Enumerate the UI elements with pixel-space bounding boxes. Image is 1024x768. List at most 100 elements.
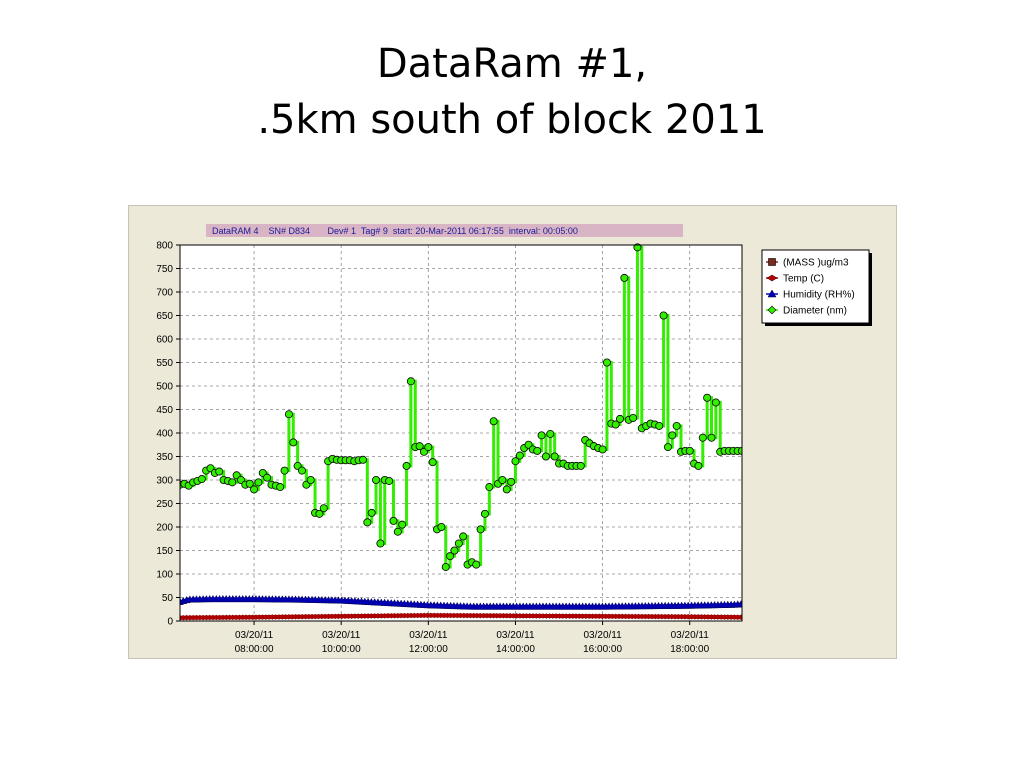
data-point (280, 466, 289, 475)
data-point (454, 539, 463, 548)
x-tick-time: 08:00:00 (235, 644, 274, 655)
series-group (180, 243, 742, 621)
data-point (685, 446, 694, 455)
data-point (602, 358, 611, 367)
legend-label: Diameter (nm) (783, 306, 847, 317)
legend-label: (MASS )ug/m3 (783, 258, 849, 269)
data-point (450, 546, 459, 555)
data-point (550, 452, 559, 461)
data-point (616, 414, 625, 423)
data-point (694, 461, 703, 470)
data-point (576, 461, 585, 470)
data-point (629, 413, 638, 422)
data-point (485, 483, 494, 492)
data-point (276, 483, 285, 492)
data-point (254, 478, 263, 487)
y-tick-label: 300 (156, 476, 173, 487)
data-point (319, 504, 328, 513)
x-tick-time: 16:00:00 (583, 644, 622, 655)
data-point (289, 438, 298, 447)
data-point (402, 461, 411, 470)
x-tick-date: 03/20/11 (671, 630, 710, 641)
data-point (358, 455, 367, 464)
y-tick-label: 650 (156, 311, 173, 322)
data-point (703, 393, 712, 402)
data-point (428, 458, 437, 467)
data-point (502, 485, 511, 494)
x-tick-time: 12:00:00 (409, 644, 448, 655)
data-point (306, 475, 315, 484)
data-point (197, 475, 206, 484)
data-point (737, 614, 742, 620)
x-tick-date: 03/20/11 (322, 630, 361, 641)
legend-label: Humidity (RH%) (783, 290, 855, 301)
data-point (363, 518, 372, 527)
plot-frame (179, 244, 743, 622)
data-point (406, 377, 415, 386)
data-point (537, 431, 546, 440)
slide-title: DataRam #1, .5km south of block 2011 (0, 36, 1024, 148)
data-point (611, 420, 620, 429)
y-tick-label: 600 (156, 335, 173, 346)
data-point (480, 509, 489, 518)
data-point (738, 446, 742, 455)
x-tick-date: 03/20/11 (583, 630, 622, 641)
data-point (533, 446, 542, 455)
data-point (250, 485, 259, 494)
data-point (711, 398, 720, 407)
chart-panel: DataRAM 4 SN# D834 Dev# 1 Tag# 9 start: … (128, 205, 897, 659)
data-point (511, 457, 520, 466)
data-point (472, 560, 481, 569)
data-point (663, 443, 672, 452)
axes-group: 8007507006506005505004504003503002502001… (156, 241, 743, 655)
x-tick-time: 10:00:00 (322, 644, 361, 655)
data-point (245, 479, 254, 488)
y-tick-label: 450 (156, 405, 173, 416)
legend-marker-arrow (766, 274, 778, 282)
chart-header-text: DataRAM 4 SN# D834 Dev# 1 Tag# 9 start: … (212, 226, 578, 236)
plot-group (179, 243, 743, 622)
data-point (546, 429, 555, 438)
legend-label: Temp (C) (783, 274, 824, 285)
data-point (215, 467, 224, 476)
y-tick-label: 500 (156, 382, 173, 393)
data-point (228, 478, 237, 487)
y-tick-label: 700 (156, 288, 173, 299)
data-point (372, 475, 381, 484)
y-tick-label: 350 (156, 452, 173, 463)
legend-marker-diamond (767, 305, 777, 315)
y-tick-label: 250 (156, 499, 173, 510)
data-point (263, 473, 272, 482)
x-tick-date: 03/20/11 (235, 630, 274, 641)
slide-title-line2: .5km south of block 2011 (257, 97, 767, 143)
y-tick-label: 50 (162, 593, 174, 604)
x-tick-time: 18:00:00 (670, 644, 709, 655)
slide-title-line1: DataRam #1, (376, 41, 648, 87)
y-tick-label: 750 (156, 264, 173, 275)
series-temp-c (180, 612, 742, 621)
data-point (315, 509, 324, 518)
data-point (389, 516, 398, 525)
data-point (441, 562, 450, 571)
legend-group: (MASS )ug/m3 Temp (C) Humidity (RH%) Diamet… (761, 249, 872, 326)
data-point (498, 475, 507, 484)
data-point (415, 442, 424, 451)
data-point (659, 311, 668, 320)
y-tick-label: 0 (167, 617, 173, 628)
x-tick-date: 03/20/11 (496, 630, 535, 641)
data-point (385, 476, 394, 485)
data-point (672, 421, 681, 430)
data-point (515, 451, 524, 460)
data-point (424, 443, 433, 452)
data-point (707, 433, 716, 442)
data-point (393, 527, 402, 536)
x-tick-date: 03/20/11 (409, 630, 448, 641)
data-point (398, 520, 407, 529)
y-tick-label: 200 (156, 523, 173, 534)
x-tick-time: 14:00:00 (496, 644, 535, 655)
y-tick-label: 150 (156, 546, 173, 557)
data-point (376, 539, 385, 548)
data-point (668, 431, 677, 440)
data-point (489, 417, 498, 426)
data-point (297, 466, 306, 475)
